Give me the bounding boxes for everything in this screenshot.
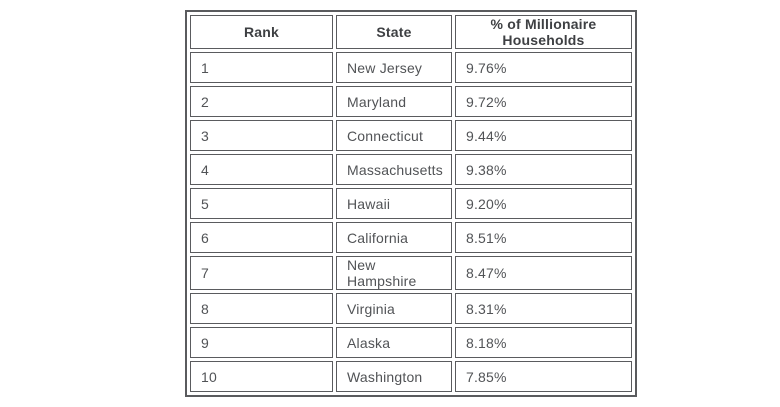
state-cell: Washington: [336, 361, 452, 392]
millionaire-households-table: Rank State % of Millionaire Households 1…: [185, 10, 637, 397]
percent-cell: 9.20%: [454, 188, 632, 219]
table-row: 1 New Jersey 9.76%: [190, 52, 632, 83]
state-cell: California: [336, 222, 452, 253]
rank-cell: 7: [190, 256, 333, 290]
rank-cell: 3: [190, 120, 333, 151]
percent-cell: 9.72%: [454, 86, 632, 117]
percent-cell: 8.51%: [454, 222, 632, 253]
state-cell: Connecticut: [336, 120, 452, 151]
percent-cell: 8.47%: [454, 256, 632, 290]
percent-cell: 7.85%: [454, 361, 632, 392]
percent-cell: 8.18%: [454, 327, 632, 358]
rank-cell: 9: [190, 327, 333, 358]
state-cell: Massachusetts: [336, 154, 452, 185]
rank-cell: 1: [190, 52, 333, 83]
header-row: Rank State % of Millionaire Households: [190, 15, 632, 49]
column-header-percent: % of Millionaire Households: [454, 15, 632, 49]
state-cell: New Hampshire: [336, 256, 452, 290]
table-row: 8 Virginia 8.31%: [190, 293, 632, 324]
table-row: 2 Maryland 9.72%: [190, 86, 632, 117]
percent-cell: 8.31%: [454, 293, 632, 324]
table-row: 9 Alaska 8.18%: [190, 327, 632, 358]
table-row: 3 Connecticut 9.44%: [190, 120, 632, 151]
column-header-state: State: [336, 15, 452, 49]
rank-cell: 6: [190, 222, 333, 253]
table-row: 10 Washington 7.85%: [190, 361, 632, 392]
table-row: 4 Massachusetts 9.38%: [190, 154, 632, 185]
rank-cell: 5: [190, 188, 333, 219]
table-row: 6 California 8.51%: [190, 222, 632, 253]
rank-cell: 4: [190, 154, 333, 185]
millionaire-households-table-container: Rank State % of Millionaire Households 1…: [185, 10, 637, 397]
rank-cell: 2: [190, 86, 333, 117]
state-cell: New Jersey: [336, 52, 452, 83]
table-row: 7 New Hampshire 8.47%: [190, 256, 632, 290]
percent-cell: 9.76%: [454, 52, 632, 83]
state-cell: Virginia: [336, 293, 452, 324]
rank-cell: 10: [190, 361, 333, 392]
state-cell: Hawaii: [336, 188, 452, 219]
rank-cell: 8: [190, 293, 333, 324]
column-header-rank: Rank: [190, 15, 333, 49]
state-cell: Maryland: [336, 86, 452, 117]
percent-cell: 9.44%: [454, 120, 632, 151]
state-cell: Alaska: [336, 327, 452, 358]
percent-cell: 9.38%: [454, 154, 632, 185]
table-row: 5 Hawaii 9.20%: [190, 188, 632, 219]
